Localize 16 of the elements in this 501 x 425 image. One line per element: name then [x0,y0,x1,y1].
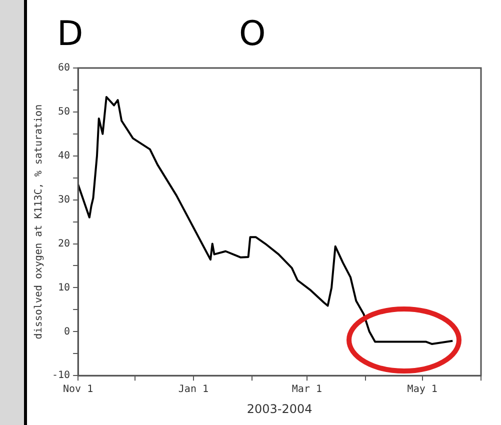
y-axis-title: dissolved oxygen at K113C, % saturation [34,104,45,340]
y-tick-label: 10 [58,282,70,294]
y-tick-label: 50 [58,106,70,118]
y-tick-label: 0 [64,326,70,338]
y-tick-label: 40 [58,150,70,162]
y-tick-label: 60 [58,62,70,74]
x-tick-label: Mar 1 [292,384,322,396]
text: D [57,14,84,54]
text: O [239,14,266,54]
x-tick-label: May 1 [407,384,438,396]
x-tick-label: Nov 1 [63,384,94,396]
x-axis-title: 2003-2004 [246,402,312,416]
x-tick-label: Jan 1 [178,384,209,396]
y-tick-label: 20 [58,238,70,250]
y-tick-label: -10 [52,370,70,382]
y-tick-label: 30 [58,194,70,206]
